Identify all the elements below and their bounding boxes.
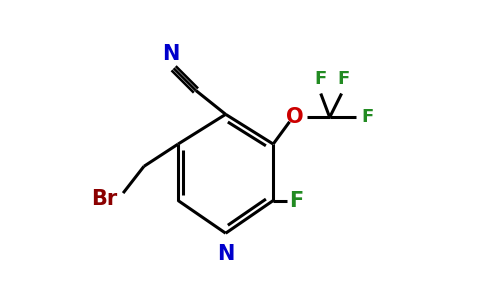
Text: F: F [362, 108, 374, 126]
Text: F: F [289, 190, 304, 211]
Text: F: F [314, 70, 326, 88]
Text: N: N [162, 44, 180, 64]
Text: O: O [286, 107, 303, 127]
Text: N: N [217, 244, 234, 264]
Text: Br: Br [91, 189, 117, 209]
Text: F: F [338, 70, 350, 88]
